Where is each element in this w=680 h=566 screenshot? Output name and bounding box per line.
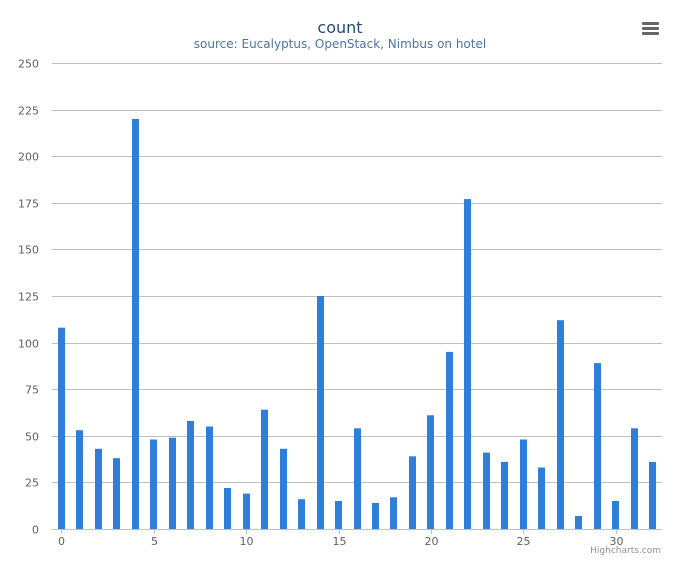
bar[interactable] [224, 488, 231, 529]
bar[interactable] [446, 351, 453, 529]
x-tick-label: 0 [58, 535, 65, 548]
bar[interactable] [520, 439, 527, 530]
bar[interactable] [298, 499, 305, 529]
y-tick-label: 100 [18, 338, 39, 351]
chart-title: count [317, 18, 362, 37]
bar[interactable] [409, 456, 416, 529]
y-tick-label: 125 [18, 291, 39, 304]
bar[interactable] [243, 493, 250, 529]
bar[interactable] [427, 415, 434, 529]
y-tick-label: 0 [32, 524, 39, 537]
bar[interactable] [95, 448, 102, 529]
bar[interactable] [390, 497, 397, 529]
y-tick-label: 50 [25, 431, 39, 444]
y-tick-label: 175 [18, 198, 39, 211]
bar[interactable] [76, 430, 83, 529]
credits-link[interactable]: Highcharts.com [590, 546, 661, 556]
x-tick-label: 5 [151, 535, 158, 548]
y-tick-label: 200 [18, 151, 39, 164]
bar[interactable] [187, 420, 194, 529]
bar[interactable] [557, 320, 564, 529]
hamburger-menu-icon[interactable] [634, 16, 668, 42]
bar[interactable] [206, 426, 213, 530]
bar[interactable] [649, 461, 656, 529]
x-tick-label: 30 [610, 535, 624, 548]
bar[interactable] [169, 437, 176, 529]
x-tick-label: 15 [333, 535, 347, 548]
bar[interactable] [501, 461, 508, 529]
bar[interactable] [483, 452, 490, 529]
bar[interactable] [58, 327, 65, 529]
x-axis: 0 5 10 15 20 25 30 [52, 529, 662, 548]
bar[interactable] [464, 199, 471, 529]
bar[interactable] [538, 467, 545, 530]
bar[interactable] [317, 296, 324, 529]
bar[interactable] [354, 428, 361, 529]
bar[interactable] [280, 448, 287, 529]
bar[interactable] [113, 458, 120, 529]
bar[interactable] [594, 363, 601, 529]
y-tick-label: 75 [25, 384, 39, 397]
bar[interactable] [132, 118, 139, 530]
y-tick-label: 25 [25, 477, 39, 490]
x-tick-label: 20 [425, 535, 439, 548]
bar-series [58, 118, 656, 530]
x-tick-label: 25 [517, 535, 531, 548]
bar[interactable] [335, 501, 342, 529]
bar[interactable] [150, 439, 157, 530]
bar[interactable] [372, 502, 379, 529]
bar[interactable] [261, 409, 268, 529]
bar[interactable] [631, 428, 638, 529]
y-tick-label: 150 [18, 244, 39, 257]
x-tick-label: 10 [240, 535, 254, 548]
y-axis-labels: 0 25 50 75 100 125 150 175 200 225 250 [18, 58, 39, 537]
bar[interactable] [575, 516, 582, 529]
bar[interactable] [612, 501, 619, 529]
y-tick-label: 225 [18, 105, 39, 118]
chart-subtitle: source: Eucalyptus, OpenStack, Nimbus on… [194, 37, 486, 51]
y-tick-label: 250 [18, 58, 39, 71]
